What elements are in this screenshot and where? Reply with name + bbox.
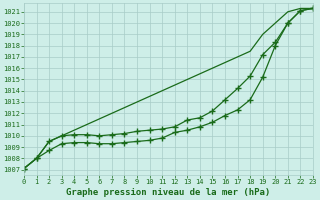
X-axis label: Graphe pression niveau de la mer (hPa): Graphe pression niveau de la mer (hPa) [66,188,271,197]
